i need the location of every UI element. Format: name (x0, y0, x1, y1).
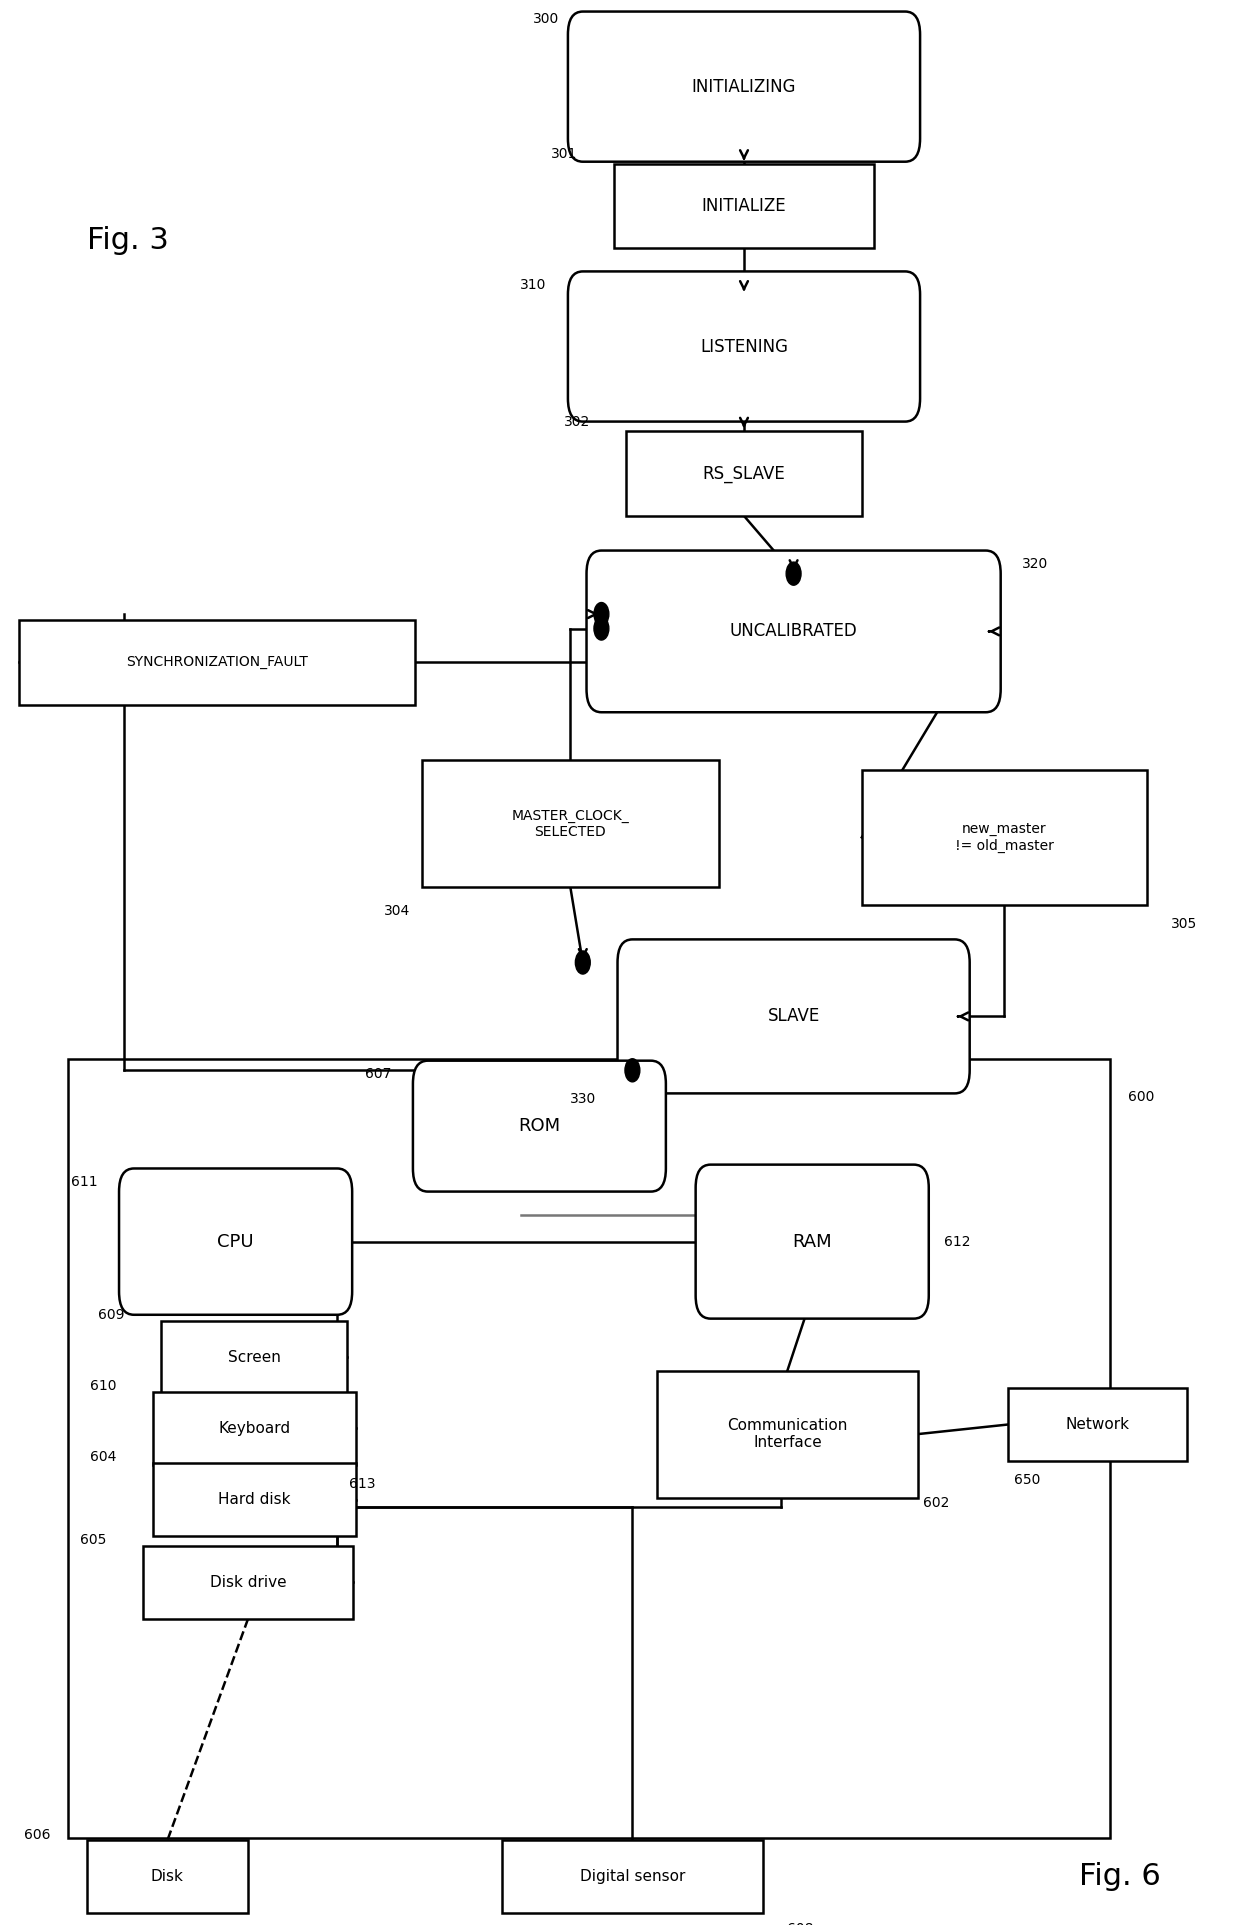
Text: UNCALIBRATED: UNCALIBRATED (729, 622, 858, 641)
Text: LISTENING: LISTENING (701, 337, 787, 356)
FancyBboxPatch shape (119, 1168, 352, 1315)
Text: 613: 613 (348, 1476, 376, 1492)
Bar (657, 1371, 918, 1498)
Text: 610: 610 (89, 1378, 117, 1394)
Text: Disk drive: Disk drive (210, 1575, 286, 1590)
Circle shape (786, 562, 801, 585)
Text: Network: Network (1065, 1417, 1130, 1432)
Bar (626, 431, 862, 516)
Bar (1008, 1388, 1187, 1461)
Bar (502, 1840, 763, 1913)
Text: 606: 606 (24, 1827, 51, 1842)
Bar (87, 1840, 248, 1913)
Text: 609: 609 (98, 1307, 125, 1322)
Text: RAM: RAM (792, 1232, 832, 1251)
Bar (614, 164, 874, 248)
Text: Fig. 3: Fig. 3 (87, 225, 169, 256)
Text: CPU: CPU (217, 1232, 254, 1251)
FancyBboxPatch shape (568, 271, 920, 422)
Bar (153, 1463, 356, 1536)
Text: Disk: Disk (151, 1869, 184, 1885)
Text: new_master
!= old_master: new_master != old_master (955, 822, 1054, 853)
Text: ROM: ROM (518, 1116, 560, 1136)
Text: RS_SLAVE: RS_SLAVE (703, 464, 785, 483)
Text: Fig. 6: Fig. 6 (1079, 1861, 1161, 1892)
Text: SYNCHRONIZATION_FAULT: SYNCHRONIZATION_FAULT (126, 654, 308, 670)
Text: 302: 302 (563, 414, 590, 429)
Circle shape (594, 603, 609, 626)
Bar (68, 1059, 1110, 1838)
Bar (161, 1321, 347, 1394)
Text: 607: 607 (365, 1066, 392, 1082)
Text: 611: 611 (71, 1174, 98, 1190)
Text: 650: 650 (1013, 1473, 1040, 1488)
Circle shape (625, 1059, 640, 1082)
FancyBboxPatch shape (618, 939, 970, 1093)
FancyBboxPatch shape (413, 1061, 666, 1192)
Text: 320: 320 (1022, 556, 1049, 572)
Text: 330: 330 (569, 1091, 596, 1107)
Text: Keyboard: Keyboard (218, 1421, 290, 1436)
Bar (422, 760, 719, 887)
Text: SLAVE: SLAVE (768, 1007, 820, 1026)
Text: 602: 602 (923, 1496, 950, 1511)
Text: 304: 304 (383, 903, 410, 918)
Text: Hard disk: Hard disk (218, 1492, 290, 1507)
Bar (862, 770, 1147, 905)
Bar (143, 1546, 353, 1619)
FancyBboxPatch shape (696, 1165, 929, 1319)
Text: 305: 305 (1171, 916, 1198, 932)
Text: Screen: Screen (228, 1349, 280, 1365)
Circle shape (575, 951, 590, 974)
Text: MASTER_CLOCK_
SELECTED: MASTER_CLOCK_ SELECTED (512, 808, 629, 839)
Text: 310: 310 (520, 277, 547, 293)
Bar (19, 620, 415, 705)
FancyBboxPatch shape (587, 551, 1001, 712)
Text: Digital sensor: Digital sensor (580, 1869, 684, 1885)
Text: 612: 612 (944, 1234, 971, 1249)
Text: INITIALIZING: INITIALIZING (692, 77, 796, 96)
Text: 604: 604 (89, 1450, 117, 1465)
FancyBboxPatch shape (568, 12, 920, 162)
Text: 600: 600 (1127, 1090, 1154, 1105)
Text: 608: 608 (786, 1921, 813, 1925)
Circle shape (594, 616, 609, 639)
Bar (153, 1392, 356, 1465)
Text: INITIALIZE: INITIALIZE (702, 196, 786, 216)
Text: Communication
Interface: Communication Interface (727, 1419, 848, 1450)
Text: 301: 301 (551, 146, 578, 162)
Text: 300: 300 (532, 12, 559, 27)
Text: 605: 605 (79, 1532, 107, 1548)
